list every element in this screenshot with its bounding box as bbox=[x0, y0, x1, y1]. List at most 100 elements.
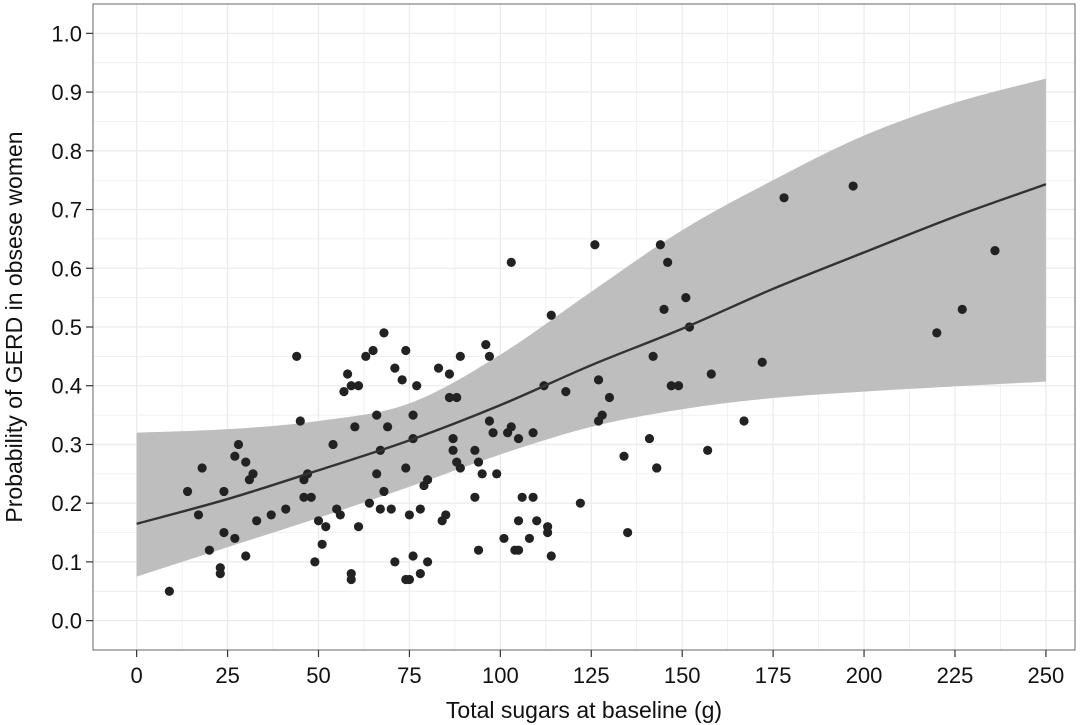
x-tick-label: 150 bbox=[664, 663, 701, 688]
data-point bbox=[513, 433, 524, 444]
data-point bbox=[353, 381, 364, 391]
data-point bbox=[379, 486, 389, 497]
x-tick-label: 75 bbox=[397, 663, 421, 688]
data-point bbox=[204, 545, 214, 555]
data-point bbox=[546, 551, 556, 561]
fit-line bbox=[136, 183, 1047, 525]
data-point bbox=[401, 463, 411, 473]
data-point bbox=[499, 533, 509, 544]
data-point bbox=[233, 439, 244, 450]
data-point bbox=[623, 527, 633, 538]
data-point bbox=[513, 545, 524, 555]
y-tick-label: 1.0 bbox=[51, 21, 82, 46]
data-point bbox=[295, 416, 305, 426]
data-point bbox=[681, 293, 691, 303]
data-point bbox=[506, 422, 516, 432]
data-point bbox=[455, 463, 465, 473]
data-point bbox=[757, 357, 767, 367]
data-point bbox=[292, 351, 302, 361]
data-point bbox=[663, 257, 673, 267]
data-point bbox=[248, 469, 258, 479]
data-point bbox=[386, 504, 396, 514]
x-tick-label: 175 bbox=[755, 663, 792, 688]
data-point bbox=[390, 557, 400, 567]
data-point bbox=[546, 310, 556, 320]
y-tick-label: 0.7 bbox=[51, 198, 82, 223]
data-point bbox=[281, 504, 291, 514]
data-point bbox=[561, 387, 571, 397]
x-tick-label: 250 bbox=[1028, 663, 1065, 688]
y-tick-label: 0.9 bbox=[51, 80, 82, 105]
data-point bbox=[193, 510, 204, 520]
data-point bbox=[230, 533, 240, 544]
data-point bbox=[473, 545, 484, 555]
data-point bbox=[415, 569, 425, 579]
y-tick-label: 0.8 bbox=[51, 139, 82, 164]
data-point bbox=[957, 304, 967, 314]
data-point bbox=[484, 416, 495, 426]
confidence-band-layer bbox=[136, 78, 1046, 577]
data-point bbox=[444, 392, 455, 403]
x-tick-label: 50 bbox=[306, 663, 330, 688]
data-point bbox=[484, 351, 495, 361]
data-point bbox=[353, 522, 364, 532]
data-point bbox=[524, 533, 535, 544]
data-point bbox=[513, 516, 524, 526]
data-point bbox=[313, 516, 324, 526]
data-point bbox=[368, 345, 378, 356]
x-tick-label: 0 bbox=[131, 663, 143, 688]
data-point bbox=[383, 422, 393, 432]
data-point bbox=[593, 375, 604, 385]
data-point bbox=[350, 422, 360, 432]
data-point bbox=[492, 469, 502, 479]
data-point bbox=[532, 516, 542, 526]
data-point bbox=[673, 381, 684, 391]
x-tick-label: 225 bbox=[937, 663, 974, 688]
data-point bbox=[543, 527, 553, 538]
y-axis-ticks: 0.0 0.1 0.2 0.3 0.4 0.5 0.6 0.7 0.8 0.9 1.0 bbox=[51, 21, 93, 634]
data-point bbox=[415, 504, 425, 514]
data-point bbox=[597, 410, 607, 420]
data-point bbox=[375, 504, 385, 514]
data-point bbox=[448, 433, 458, 444]
data-point bbox=[528, 492, 538, 502]
data-point bbox=[252, 516, 262, 526]
data-point bbox=[473, 457, 484, 467]
data-point bbox=[404, 510, 415, 520]
y-tick-label: 0.3 bbox=[51, 432, 82, 457]
data-point bbox=[266, 510, 276, 520]
data-point bbox=[441, 510, 451, 520]
data-point bbox=[659, 304, 669, 314]
data-point bbox=[328, 439, 338, 450]
data-point bbox=[372, 469, 382, 479]
data-point bbox=[241, 551, 251, 561]
data-point bbox=[528, 428, 538, 438]
data-point bbox=[619, 451, 629, 461]
data-point bbox=[230, 451, 240, 461]
data-point bbox=[644, 433, 655, 444]
data-point bbox=[470, 492, 480, 502]
data-point bbox=[506, 257, 516, 267]
x-tick-label: 100 bbox=[482, 663, 519, 688]
data-point bbox=[401, 345, 411, 356]
data-point bbox=[346, 381, 356, 391]
data-point bbox=[655, 240, 665, 250]
data-point bbox=[306, 492, 316, 502]
y-tick-label: 0.1 bbox=[51, 550, 82, 575]
y-tick-label: 0.2 bbox=[51, 491, 82, 516]
data-point bbox=[321, 522, 331, 532]
data-point bbox=[488, 428, 498, 438]
data-point bbox=[590, 240, 600, 250]
data-point bbox=[604, 392, 615, 403]
data-point bbox=[517, 492, 527, 502]
data-point bbox=[648, 351, 658, 361]
data-point bbox=[481, 340, 491, 350]
data-point bbox=[433, 363, 444, 373]
data-point bbox=[390, 363, 400, 373]
data-point bbox=[423, 557, 433, 567]
data-point bbox=[408, 410, 418, 420]
data-point bbox=[397, 375, 407, 385]
data-point bbox=[219, 527, 229, 538]
data-point bbox=[379, 328, 389, 338]
